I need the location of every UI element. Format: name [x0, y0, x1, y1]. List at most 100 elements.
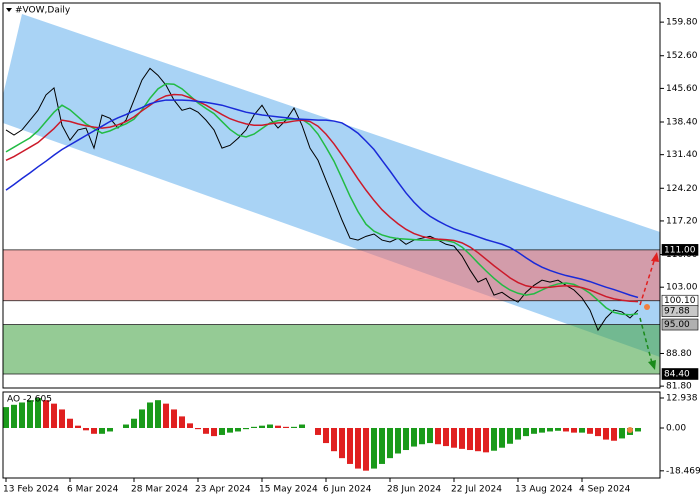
ao-bar	[531, 427, 537, 434]
price-panel	[3, 14, 660, 375]
ao-bar	[355, 427, 361, 469]
ao-bar	[395, 427, 401, 454]
level-label: 111.00	[664, 245, 696, 255]
ao-bar	[315, 427, 321, 435]
ao-bar	[371, 427, 377, 469]
ao-bar	[147, 402, 153, 428]
ao-bar	[411, 427, 417, 447]
ao-bar	[539, 427, 545, 433]
ao-tick-label: 12.938	[666, 393, 698, 403]
ao-bar	[483, 427, 489, 453]
y-tick-label: 103.00	[666, 283, 698, 293]
ao-bar	[179, 416, 185, 428]
ao-bar	[435, 427, 441, 445]
ao-bar	[211, 427, 217, 437]
ao-bar	[419, 427, 425, 445]
x-tick-label: 6 Mar 2024	[67, 485, 119, 495]
y-tick-label: 117.20	[666, 216, 698, 226]
ao-bar	[187, 423, 193, 428]
ao-bar	[443, 427, 449, 447]
ao-bar	[523, 427, 529, 437]
ao-bar	[59, 409, 65, 428]
ao-bar	[507, 427, 513, 444]
ao-bar	[139, 409, 145, 428]
ao-bar	[323, 427, 329, 444]
ao-bar	[83, 427, 89, 431]
level-label: 95.00	[664, 320, 690, 330]
ao-bar	[75, 425, 81, 428]
ao-bar	[427, 427, 433, 444]
level-marker	[661, 318, 699, 331]
ao-bar	[19, 402, 25, 428]
zone	[3, 249, 660, 302]
x-tick-label: 13 Aug 2024	[515, 485, 573, 495]
x-tick-label: 6 Jun 2024	[323, 485, 372, 495]
level-label: 84.40	[664, 370, 690, 380]
x-tick-label: 22 Jul 2024	[451, 485, 502, 495]
ao-bar	[227, 427, 233, 433]
ao-bar	[275, 425, 281, 428]
y-tick-label: 124.20	[666, 184, 698, 194]
ao-bar	[35, 398, 41, 428]
x-tick-label: 23 Apr 2024	[195, 485, 251, 495]
y-tick-label: 152.60	[666, 51, 698, 61]
x-tick-label: 13 Feb 2024	[3, 485, 59, 495]
ao-bar	[203, 427, 209, 434]
level-label: 100.10	[664, 296, 696, 306]
ao-bar	[611, 427, 617, 441]
ao-title: AO -2.605	[7, 395, 52, 405]
ao-bar	[91, 427, 97, 434]
ao-bar	[99, 427, 105, 434]
ao-bar	[331, 427, 337, 452]
ao-bar	[195, 427, 201, 430]
axes: 159.80 152.60 145.60 138.40 131.40 124.20 117.…	[3, 18, 700, 495]
ao-bar	[219, 427, 225, 435]
x-tick-label: 4 Sep 2024	[579, 485, 631, 495]
ao-bar	[467, 427, 473, 451]
ao-bar	[635, 427, 641, 432]
ao-tick-label: 0.00	[666, 423, 686, 433]
ao-bar	[123, 424, 129, 428]
ao-bar	[475, 427, 481, 452]
ao-bar	[291, 426, 297, 428]
ao-bar	[155, 400, 161, 428]
ao-bar	[259, 425, 265, 428]
moving-average	[5, 93, 639, 303]
x-tick-label: 28 Jun 2024	[387, 485, 441, 495]
forecast-arrows	[627, 252, 659, 433]
ao-bar	[595, 427, 601, 437]
ao-bar	[347, 427, 353, 464]
ao-tick-label: -18.469	[666, 466, 700, 476]
ao-bar	[363, 427, 369, 471]
chart-title: #VOW,Daily	[15, 6, 71, 16]
ao-bar	[299, 424, 305, 428]
ao-bar	[587, 427, 593, 434]
level-marker	[661, 244, 699, 256]
ao-bar	[603, 427, 609, 440]
ao-bar	[43, 400, 49, 428]
x-tick-label: 28 Mar 2024	[131, 485, 188, 495]
ao-bar	[387, 427, 393, 459]
ao-bar	[515, 427, 521, 440]
ao-bar	[379, 427, 385, 464]
price-frame	[2, 2, 661, 389]
ao-bar	[235, 427, 241, 432]
y-tick-label: 88.80	[666, 349, 692, 359]
moving-average	[5, 99, 639, 299]
level-marker	[661, 305, 699, 317]
ao-bar	[547, 427, 553, 432]
zone	[3, 324, 660, 375]
ao-bar	[131, 418, 137, 428]
symbol-icon	[6, 8, 12, 12]
ao-bar	[555, 427, 561, 431]
ao-bar	[491, 427, 497, 451]
level-label: 97.88	[664, 307, 690, 317]
level-marker	[661, 368, 699, 380]
ao-bar	[11, 404, 17, 428]
ao-frame	[2, 391, 661, 479]
x-tick-label: 15 May 2024	[259, 485, 318, 495]
ao-bar	[243, 427, 249, 430]
ao-bar	[251, 426, 257, 428]
ao-bar	[283, 426, 289, 428]
